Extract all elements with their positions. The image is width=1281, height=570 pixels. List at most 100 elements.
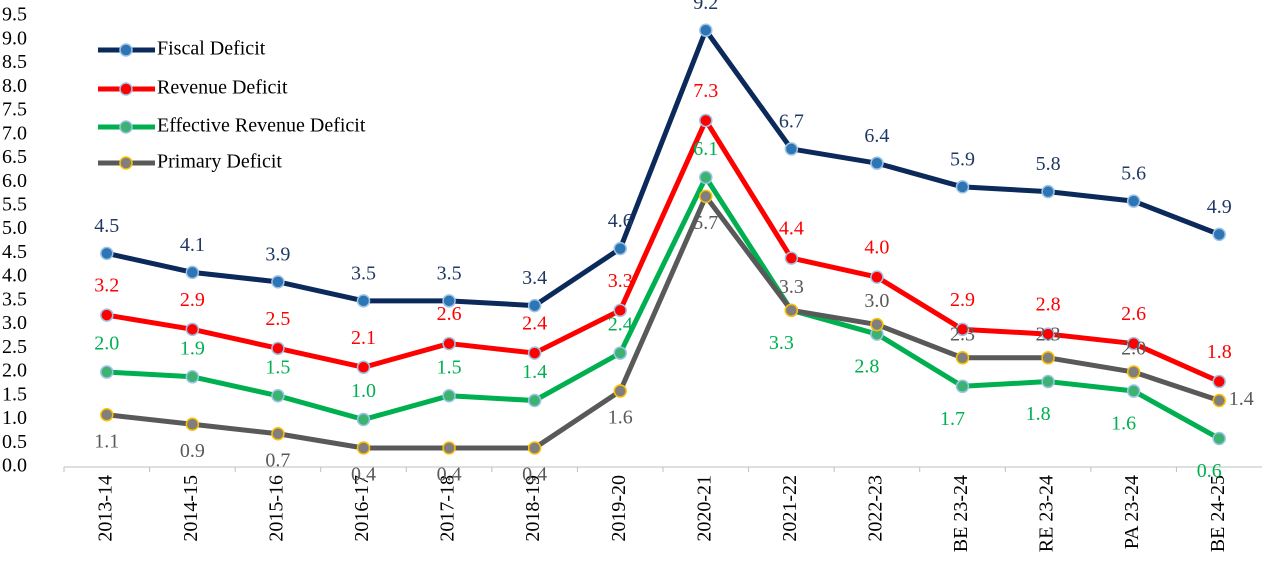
point — [955, 379, 970, 394]
point — [1041, 184, 1055, 199]
y-tick-label: 5.0 — [2, 217, 27, 239]
data-label: 1.5 — [265, 356, 290, 378]
data-label: 1.9 — [180, 337, 205, 359]
x-tick-label: 2014-15 — [180, 475, 202, 542]
data-label: 5.9 — [950, 148, 975, 170]
point — [185, 265, 200, 280]
point — [271, 427, 285, 441]
legend-label: Revenue Deficit — [157, 77, 288, 99]
y-tick-label: 3.0 — [2, 312, 27, 334]
data-label: 1.0 — [351, 380, 376, 402]
data-label: 1.5 — [437, 356, 462, 378]
data-label: 2.3 — [950, 323, 975, 345]
y-tick-label: 1.5 — [2, 383, 27, 405]
point — [613, 346, 627, 360]
y-tick-label: 9.5 — [2, 4, 27, 26]
legend-label: Primary Deficit — [157, 151, 282, 173]
data-label: 2.0 — [1121, 338, 1146, 360]
x-tick-label: RE 23-24 — [1036, 475, 1058, 552]
data-label: 4.1 — [180, 234, 205, 256]
series-line — [106, 27, 1221, 309]
data-label: 2.5 — [265, 308, 290, 330]
y-tick-label: 7.5 — [2, 99, 27, 121]
point — [442, 389, 456, 403]
point — [271, 275, 285, 289]
legend-marker — [119, 156, 133, 170]
point — [185, 417, 200, 432]
point — [271, 389, 285, 403]
data-label: 4.5 — [94, 215, 119, 237]
point — [784, 142, 799, 156]
x-tick-label: 2013-14 — [94, 475, 116, 542]
point — [1126, 336, 1141, 351]
y-tick-label: 1.0 — [2, 407, 27, 429]
data-label: 9.2 — [693, 0, 718, 14]
data-label: 1.7 — [940, 408, 965, 430]
y-tick-label: 0.5 — [2, 431, 27, 453]
data-label: 2.9 — [950, 289, 975, 311]
data-label: 2.9 — [180, 289, 205, 311]
data-label: 3.4 — [522, 267, 547, 289]
legend-marker — [119, 120, 133, 134]
data-label: 3.0 — [864, 290, 889, 312]
x-tick-label: 2017-18 — [437, 475, 459, 542]
point — [1212, 374, 1226, 389]
point — [527, 441, 542, 455]
legend-label: Fiscal Deficit — [157, 38, 266, 60]
x-tick-label: 2016-17 — [351, 475, 373, 542]
data-label: 5.6 — [1121, 163, 1146, 185]
point — [1212, 227, 1226, 242]
data-label: 5.8 — [1036, 153, 1061, 175]
data-label: 1.6 — [1111, 413, 1136, 435]
point — [100, 308, 114, 322]
point — [613, 384, 627, 398]
data-label: 0.4 — [522, 464, 547, 486]
data-label: 3.5 — [351, 262, 376, 284]
legend-marker — [119, 43, 133, 57]
point — [699, 113, 713, 128]
series-line — [106, 174, 1221, 441]
legend-label: Effective Revenue Deficit — [157, 115, 366, 137]
data-label: 2.8 — [1036, 294, 1061, 316]
data-label: 1.8 — [1026, 403, 1051, 425]
data-label: 4.4 — [779, 218, 804, 240]
point — [613, 241, 627, 256]
data-label: 1.1 — [94, 430, 119, 452]
x-tick-label: BE 23-24 — [950, 475, 972, 552]
point — [271, 341, 285, 356]
x-tick-label: 2018-19 — [522, 475, 544, 542]
legend-marker — [119, 82, 133, 96]
data-label: 6.1 — [693, 138, 718, 160]
point — [442, 441, 456, 455]
y-tick-label: 3.5 — [2, 288, 27, 310]
point — [784, 303, 799, 318]
point — [100, 246, 114, 261]
data-label: 0.6 — [1197, 460, 1222, 482]
y-tick-label: 7.0 — [2, 122, 27, 144]
point — [100, 408, 114, 422]
y-tick-label: 8.5 — [2, 51, 27, 73]
x-tick-label: 2021-22 — [779, 475, 801, 542]
data-label: 3.3 — [769, 332, 794, 354]
y-tick-label: 6.0 — [2, 170, 27, 192]
x-tick-label: PA 23-24 — [1121, 475, 1143, 549]
point — [955, 351, 970, 365]
point — [870, 270, 884, 284]
series-line — [106, 117, 1221, 384]
data-label: 3.9 — [265, 243, 290, 265]
y-tick-label: 2.5 — [2, 336, 27, 358]
data-label: 4.0 — [864, 237, 889, 259]
point — [1041, 327, 1055, 341]
point — [870, 156, 884, 170]
point — [699, 170, 713, 185]
point — [527, 393, 542, 408]
data-label: 0.4 — [351, 464, 376, 486]
data-label: 2.1 — [351, 327, 376, 349]
point — [442, 294, 456, 308]
data-label: 4.9 — [1207, 196, 1232, 218]
series-line — [106, 193, 1220, 451]
point — [527, 298, 542, 313]
point — [356, 441, 371, 455]
data-label: 2.8 — [854, 356, 879, 378]
